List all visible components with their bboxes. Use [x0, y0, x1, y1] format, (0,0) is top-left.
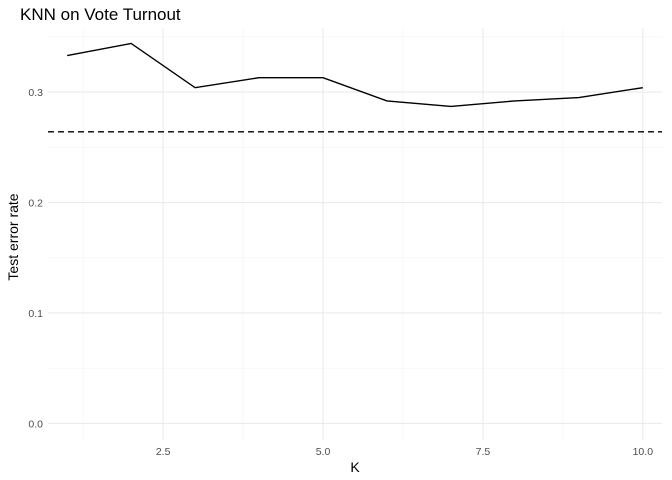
x-axis-title: K: [350, 459, 360, 475]
grid: [48, 28, 662, 440]
series-line: [67, 42, 643, 108]
x-tick-label: 7.5: [476, 446, 491, 458]
y-axis-title: Test error rate: [5, 193, 21, 280]
x-tick-label: 10.0: [633, 446, 654, 458]
x-tick-labels: 2.5 5.0 7.5 10.0: [156, 446, 653, 458]
y-tick-labels: 0.0 0.1 0.2 0.3: [28, 87, 43, 430]
y-tick-label: 0.0: [28, 418, 43, 430]
y-tick-label: 0.3: [28, 87, 43, 99]
y-tick-label: 0.2: [28, 198, 43, 210]
series-layer: [67, 42, 643, 108]
x-tick-label: 2.5: [156, 446, 171, 458]
chart-title: KNN on Vote Turnout: [20, 5, 181, 24]
y-tick-label: 0.1: [28, 308, 43, 320]
x-tick-label: 5.0: [316, 446, 331, 458]
